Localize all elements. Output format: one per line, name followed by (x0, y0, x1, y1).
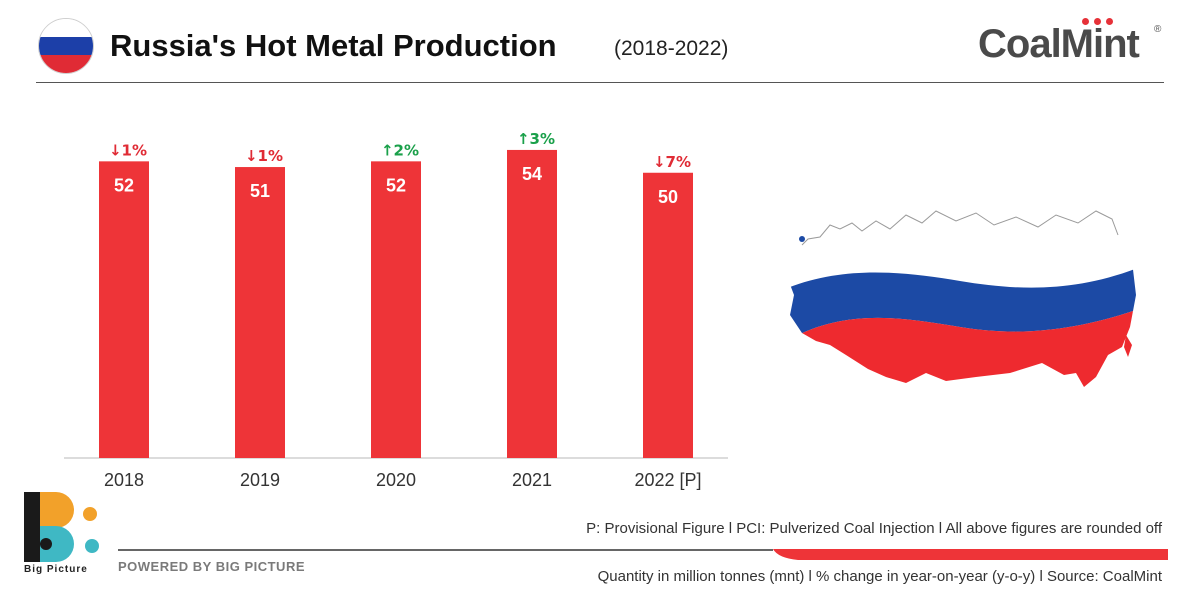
big-picture-logo (22, 490, 112, 582)
bar-2018 (99, 161, 149, 458)
change-label-down: ↓1% (109, 141, 147, 159)
bar-value-label: 52 (114, 175, 134, 195)
bar-value-label: 51 (250, 181, 270, 201)
change-label-up: ↑3% (517, 130, 555, 148)
bar-2021 (507, 149, 557, 458)
bar-2022P (643, 172, 693, 458)
bar-2019 (235, 167, 285, 458)
change-label-down: ↓1% (245, 147, 283, 165)
coalmint-logo: CoalMint ® (978, 18, 1168, 68)
russia-flag-icon (38, 18, 94, 74)
footnote-units-source: Quantity in million tonnes (mnt) l % cha… (597, 568, 1162, 585)
brand-name: CoalMint (978, 22, 1140, 66)
footer-divider (118, 549, 1168, 560)
powered-by-label: POWERED BY BIG PICTURE (118, 559, 306, 574)
change-label-up: ↑2% (381, 141, 419, 159)
change-label-down: ↓7% (653, 153, 691, 171)
russia-flag-map-icon (780, 195, 1150, 395)
bar-value-label: 54 (522, 164, 542, 184)
header: Russia's Hot Metal Production (2018-2022… (0, 0, 1200, 84)
x-tick-label: 2018 (104, 470, 144, 490)
page-title: Russia's Hot Metal Production (110, 28, 557, 63)
header-divider (36, 82, 1164, 83)
bar-2020 (371, 161, 421, 458)
bar-value-label: 50 (658, 187, 678, 207)
x-tick-label: 2019 (240, 470, 280, 490)
x-tick-label: 2022 [P] (634, 470, 701, 490)
x-tick-label: 2020 (376, 470, 416, 490)
x-tick-label: 2021 (512, 470, 552, 490)
footnote-definitions: P: Provisional Figure l PCI: Pulverized … (586, 520, 1162, 537)
bar-chart: 52 ↓1% 2018 51 ↓1% 2019 52 ↑2% 2020 54 ↑3% 2021 50 ↓7… (56, 110, 736, 500)
page-subtitle: (2018-2022) (614, 37, 729, 60)
bar-value-label: 52 (386, 175, 406, 195)
registered-mark: ® (1154, 24, 1162, 35)
chart-canvas: 52 ↓1% 2018 51 ↓1% 2019 52 ↑2% 2020 54 ↑3% 2021 50 ↓7… (64, 130, 728, 490)
logo-caption: Big Picture (24, 564, 88, 575)
